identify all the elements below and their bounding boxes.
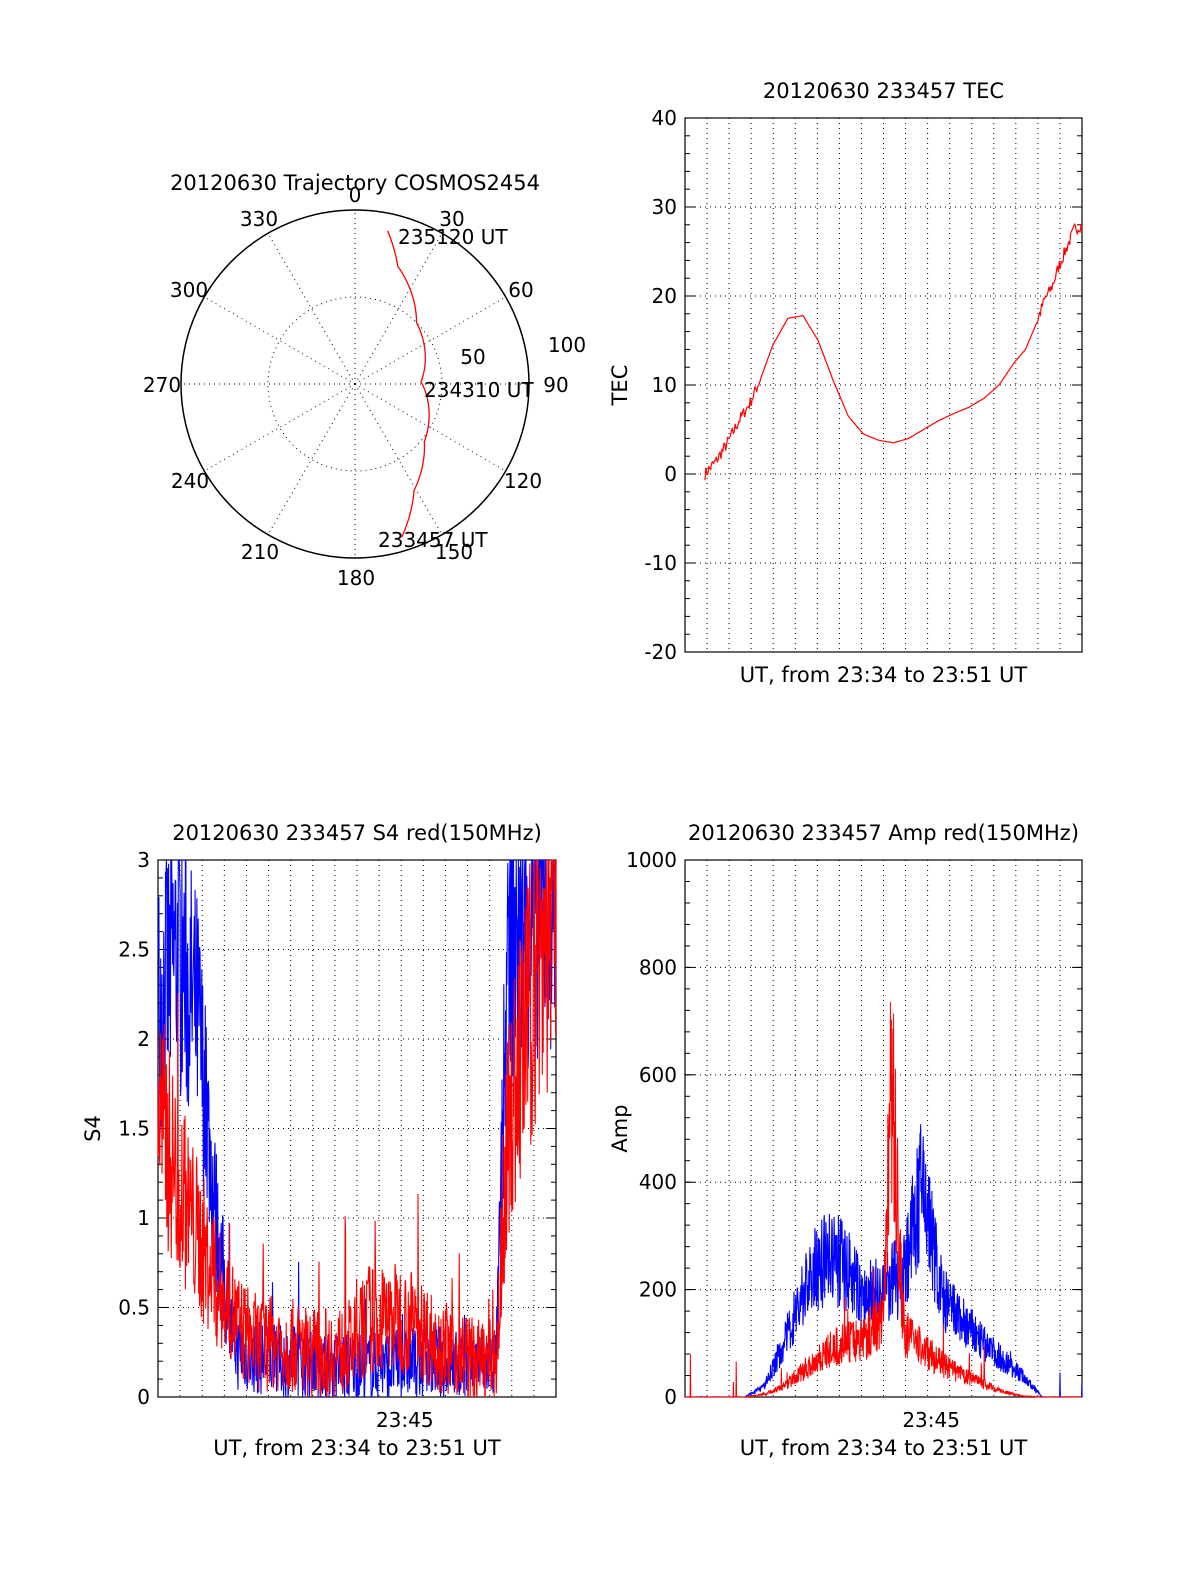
tec-series-line xyxy=(704,222,1083,481)
polar-angle-label: 120 xyxy=(504,469,542,493)
y-tick-label: 20 xyxy=(652,284,677,308)
trajectory-time-label: 234310 UT xyxy=(424,378,534,402)
s4-red-series-line xyxy=(157,859,557,1398)
y-axis-label: Amp xyxy=(608,1104,632,1152)
polar-angle-label: 210 xyxy=(241,540,279,564)
y-tick-label: 1 xyxy=(137,1206,150,1230)
y-tick-label: -20 xyxy=(644,640,677,664)
polar-spoke xyxy=(204,296,356,385)
trajectory-line xyxy=(386,230,430,538)
x-axis-label: UT, from 23:34 to 23:51 UT xyxy=(213,1436,501,1460)
polar-spoke xyxy=(354,296,506,385)
polar-spoke xyxy=(267,383,356,535)
y-axis-label: TEC xyxy=(608,365,632,407)
polar-angle-label: 150 xyxy=(435,540,473,564)
y-tick-label: 600 xyxy=(639,1063,677,1087)
polar-spoke xyxy=(354,233,443,385)
polar-angle-label: 330 xyxy=(240,207,278,231)
polar-spoke xyxy=(354,383,506,472)
y-tick-label: 30 xyxy=(652,195,677,219)
x-tick-label: 23:45 xyxy=(902,1408,960,1432)
amp-blue-series-line xyxy=(684,1124,1083,1398)
amp-red-series-line xyxy=(684,1001,1082,1398)
polar-angle-label: 180 xyxy=(337,566,375,590)
amp-line-chart: 20120630 233457 Amp red(150MHz) 0 200 400 60… xyxy=(608,821,1083,1460)
y-tick-label: 40 xyxy=(652,106,677,130)
polar-angle-label: 270 xyxy=(143,373,181,397)
y-tick-label: 200 xyxy=(639,1278,677,1302)
x-axis-label: UT, from 23:34 to 23:51 UT xyxy=(740,1436,1028,1460)
trajectory-time-label: 235120 UT xyxy=(398,225,508,249)
polar-spoke xyxy=(354,383,443,535)
polar-radius-label: 100 xyxy=(548,333,586,357)
y-tick-label: 1.5 xyxy=(118,1117,150,1141)
polar-angle-label: 240 xyxy=(171,469,209,493)
polar-ring-50 xyxy=(267,296,443,472)
trajectory-time-label: 233457 UT xyxy=(378,528,488,552)
y-tick-label: 0 xyxy=(137,1385,150,1409)
polar-spoke xyxy=(204,383,356,472)
y-tick-label: 10 xyxy=(652,373,677,397)
plot-frame xyxy=(684,117,1083,653)
y-tick-label: 1000 xyxy=(626,848,677,872)
polar-title: 20120630 Trajectory COSMOS2454 xyxy=(170,171,540,195)
polar-angle-label: 30 xyxy=(439,207,464,231)
polar-angle-label: 0 xyxy=(349,183,362,207)
y-tick-label: 0 xyxy=(664,1385,677,1409)
y-tick-label: 800 xyxy=(639,955,677,979)
s4-line-chart: 20120630 233457 S4 red(150MHz) 0 0.5 1 1.5 2 2… xyxy=(81,821,557,1460)
y-tick-label: 0 xyxy=(664,462,677,486)
chart-title: 20120630 233457 TEC xyxy=(763,79,1004,103)
chart-title: 20120630 233457 Amp red(150MHz) xyxy=(688,821,1079,845)
y-axis-label: S4 xyxy=(81,1115,105,1142)
y-tick-label: 400 xyxy=(639,1170,677,1194)
y-tick-label: 0.5 xyxy=(118,1296,150,1320)
y-tick-label: 3 xyxy=(137,848,150,872)
chart-title: 20120630 233457 S4 red(150MHz) xyxy=(172,821,542,845)
plot-frame xyxy=(684,859,1083,1398)
y-tick-label: 2.5 xyxy=(118,938,150,962)
polar-radius-label: 50 xyxy=(460,345,485,369)
x-axis-label: UT, from 23:34 to 23:51 UT xyxy=(740,663,1028,687)
y-tick-label: 2 xyxy=(137,1027,150,1051)
polar-spoke xyxy=(267,233,356,385)
y-tick-label: -10 xyxy=(644,551,677,575)
polar-angle-label: 300 xyxy=(170,278,208,302)
polar-outer-ring xyxy=(180,209,530,559)
x-tick-label: 23:45 xyxy=(376,1408,434,1432)
tec-line-chart: 20120630 233457 TEC -20 -10 0 10 20 30 40 UT, fr… xyxy=(608,79,1083,687)
polar-angle-label: 90 xyxy=(543,373,568,397)
polar-angle-label: 60 xyxy=(508,278,533,302)
